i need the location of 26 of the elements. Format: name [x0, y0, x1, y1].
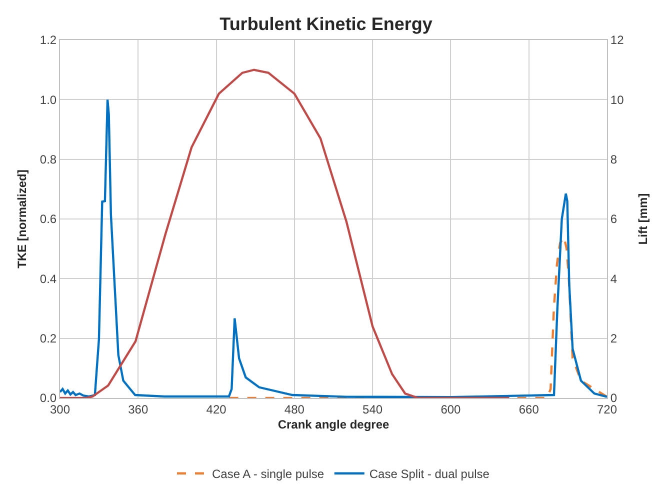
legend-label: Case Split - dual pulse [369, 467, 490, 482]
x-tick-label: 540 [362, 402, 383, 416]
y-tick-label: 0.8 [40, 152, 57, 167]
line-series [60, 68, 510, 398]
y-tick-label: 0.4 [40, 272, 57, 286]
x-tick-label: 480 [284, 402, 305, 416]
x-tick-label: 660 [518, 402, 540, 416]
y-tick-label: 0.6 [40, 212, 57, 226]
y2-tick-label: 6 [610, 212, 618, 226]
y-axis-title: TKE [normalized] [15, 170, 29, 268]
y-tick-label: 1.2 [40, 33, 57, 48]
line-series [60, 98, 607, 398]
y2-tick-label: 8 [610, 152, 618, 167]
x-axis-title: Crank angle degree [278, 417, 390, 432]
y2-tick-label: 10 [610, 92, 624, 107]
y2-tick-label: 4 [610, 272, 618, 286]
y2-tick-label: 12 [610, 33, 624, 48]
y-tick-label: 0.2 [40, 332, 57, 346]
y2-axis-title: Lift [mm] [636, 193, 650, 245]
chart-title: Turbulent Kinetic Energy [220, 14, 432, 34]
x-tick-label: 420 [206, 402, 227, 416]
x-tick-label: 360 [128, 402, 148, 416]
y-tick-label: 1.0 [40, 92, 57, 107]
legend-label: Case A - single pulse [212, 467, 324, 482]
x-tick-label: 600 [440, 402, 462, 416]
y2-tick-label: 2 [610, 332, 618, 346]
